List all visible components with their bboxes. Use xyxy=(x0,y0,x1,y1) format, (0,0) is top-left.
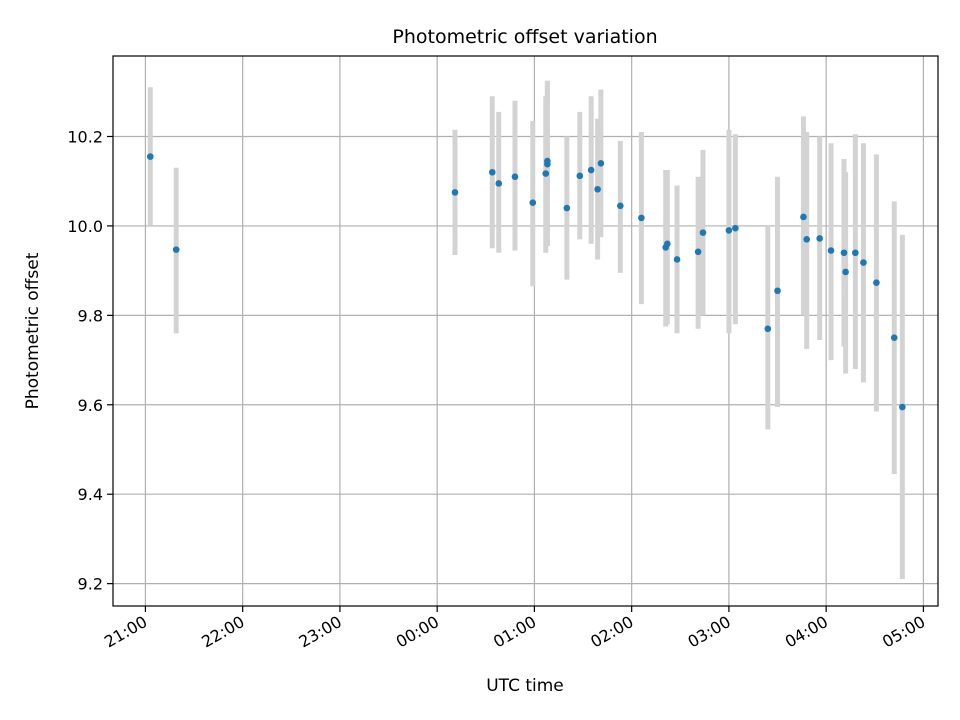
chart-title: Photometric offset variation xyxy=(392,26,657,48)
data-point xyxy=(563,204,571,212)
y-tick-label: 9.6 xyxy=(78,396,103,415)
data-point xyxy=(488,168,496,176)
plot-frame xyxy=(112,55,939,607)
data-point xyxy=(852,249,859,257)
data-point xyxy=(673,256,681,263)
data-point xyxy=(827,247,835,254)
data-point xyxy=(840,249,848,257)
data-point xyxy=(732,224,739,232)
x-axis-label: UTC time xyxy=(486,676,564,696)
y-tick-label: 10.2 xyxy=(67,127,103,146)
data-point xyxy=(694,248,702,256)
data-point xyxy=(725,227,733,234)
data-point xyxy=(451,189,459,196)
data-point xyxy=(860,259,867,266)
y-tick-label: 9.4 xyxy=(78,485,103,504)
data-point xyxy=(764,325,772,333)
data-point xyxy=(495,180,503,187)
data-point xyxy=(529,199,537,206)
data-point xyxy=(842,268,849,276)
data-point xyxy=(544,160,551,168)
data-point xyxy=(594,185,601,193)
data-points xyxy=(146,153,906,411)
data-point xyxy=(587,166,595,174)
data-point xyxy=(638,214,645,222)
data-point xyxy=(597,160,605,167)
data-point xyxy=(542,170,550,177)
data-point xyxy=(664,240,671,248)
y-axis-label: Photometric offset xyxy=(23,252,43,409)
data-point xyxy=(899,403,906,411)
y-tick-label: 9.8 xyxy=(78,306,103,325)
data-point xyxy=(576,172,584,180)
data-point xyxy=(816,235,823,242)
y-tick-label: 9.2 xyxy=(78,575,103,594)
grid-lines xyxy=(113,56,938,606)
data-point xyxy=(172,246,180,253)
data-point xyxy=(146,153,154,160)
data-point xyxy=(890,334,898,342)
y-tick-label: 10.0 xyxy=(67,217,103,236)
data-point xyxy=(617,202,624,210)
data-point xyxy=(800,213,807,221)
data-point xyxy=(803,236,811,243)
data-point xyxy=(511,173,519,181)
data-point xyxy=(774,287,781,295)
y-axis-ticks: 9.2 9.4 9.6 9.8 10.0 10.2 xyxy=(67,127,113,594)
data-point xyxy=(873,279,880,287)
data-point xyxy=(699,229,707,236)
